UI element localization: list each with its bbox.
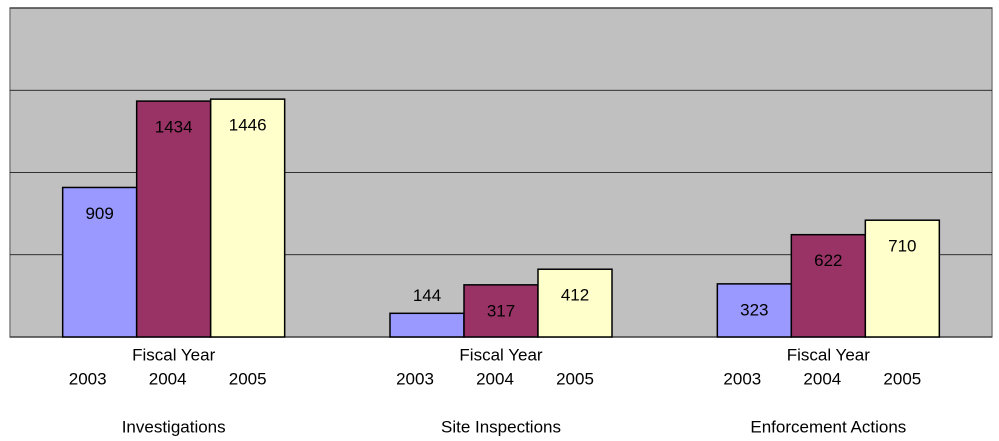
data-label: 710 bbox=[888, 237, 916, 256]
data-label: 317 bbox=[487, 301, 515, 320]
series-label: 2005 bbox=[883, 369, 921, 388]
series-label: 2003 bbox=[396, 369, 434, 388]
x-tick-label: Enforcement Actions bbox=[750, 417, 906, 436]
bar bbox=[864, 219, 941, 338]
data-label: 622 bbox=[814, 251, 842, 270]
series-label: 2003 bbox=[69, 369, 107, 388]
data-label: 144 bbox=[413, 286, 441, 305]
x-axis-title: Fiscal Year bbox=[459, 345, 542, 364]
bar bbox=[61, 186, 138, 338]
series-label: 2005 bbox=[229, 369, 267, 388]
bar bbox=[389, 312, 465, 338]
x-axis-title: Fiscal Year bbox=[132, 345, 215, 364]
bar bbox=[537, 268, 613, 338]
series-label: 2004 bbox=[803, 369, 841, 388]
bar bbox=[209, 98, 286, 338]
data-label: 412 bbox=[561, 286, 589, 305]
series-label: 2004 bbox=[476, 369, 514, 388]
data-label: 323 bbox=[740, 300, 768, 319]
bar bbox=[790, 233, 867, 338]
bar bbox=[135, 100, 212, 338]
series-label: 2004 bbox=[149, 369, 187, 388]
data-label: 1446 bbox=[229, 116, 267, 135]
data-label: 1434 bbox=[155, 118, 193, 137]
x-tick-label: Site Inspections bbox=[441, 417, 561, 436]
x-tick-label: Investigations bbox=[122, 417, 226, 436]
series-label: 2003 bbox=[723, 369, 761, 388]
x-axis-title: Fiscal Year bbox=[787, 345, 870, 364]
data-label: 909 bbox=[85, 204, 113, 223]
series-label: 2005 bbox=[556, 369, 594, 388]
